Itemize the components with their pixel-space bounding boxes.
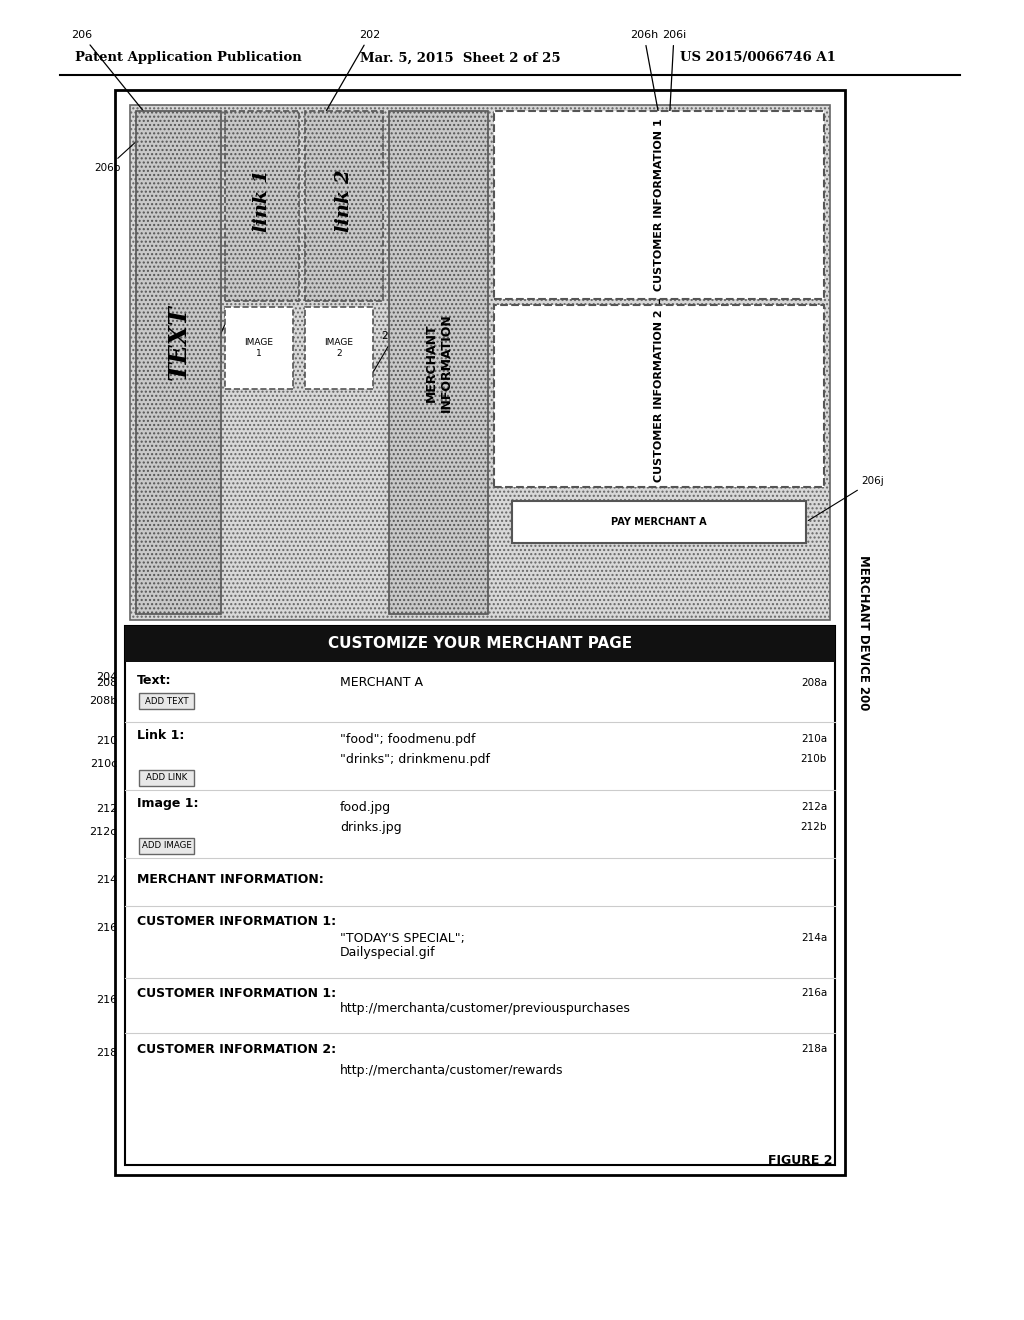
Text: CUSTOMER INFORMATION 1:: CUSTOMER INFORMATION 1: (137, 915, 336, 928)
Text: CUSTOMIZE YOUR MERCHANT PAGE: CUSTOMIZE YOUR MERCHANT PAGE (328, 636, 632, 652)
Text: 204: 204 (96, 672, 117, 682)
Text: 216: 216 (96, 923, 117, 933)
Text: 212a: 212a (801, 803, 827, 812)
Text: CUSTOMER INFORMATION 2: CUSTOMER INFORMATION 2 (654, 310, 664, 482)
Text: http://merchanta/customer/rewards: http://merchanta/customer/rewards (340, 1064, 563, 1077)
Bar (389, 111, 488, 614)
Bar (125, 626, 835, 663)
Text: 218: 218 (96, 1048, 117, 1059)
Text: MERCHANT INFORMATION:: MERCHANT INFORMATION: (137, 873, 324, 886)
Text: PAY MERCHANT A: PAY MERCHANT A (611, 517, 707, 527)
Text: 214a: 214a (801, 933, 827, 944)
Text: 206f: 206f (307, 131, 329, 141)
Text: ADD TEXT: ADD TEXT (144, 697, 188, 706)
Text: MERCHANT A: MERCHANT A (340, 676, 423, 689)
Text: 206g: 206g (386, 161, 411, 172)
Text: MERCHANT
INFORMATION: MERCHANT INFORMATION (425, 313, 453, 412)
Bar (512, 502, 806, 543)
Text: FIGURE 2: FIGURE 2 (768, 1154, 833, 1167)
Text: 212c: 212c (90, 828, 117, 837)
Text: Image 1:: Image 1: (137, 797, 199, 810)
Text: MERCHANT DEVICE 200: MERCHANT DEVICE 200 (857, 554, 870, 710)
Bar (115, 90, 845, 1175)
Text: 206d: 206d (370, 331, 408, 379)
Bar (225, 111, 299, 301)
Text: Link 1:: Link 1: (137, 729, 184, 742)
Text: CUSTOMER INFORMATION 2:: CUSTOMER INFORMATION 2: (137, 1043, 336, 1056)
Text: 206c: 206c (197, 318, 228, 364)
Text: 212: 212 (96, 804, 117, 814)
Text: 208b: 208b (89, 696, 117, 706)
Text: "food"; foodmenu.pdf: "food"; foodmenu.pdf (340, 733, 475, 746)
Text: 210a: 210a (801, 734, 827, 744)
Text: food.jpg: food.jpg (340, 800, 391, 813)
Text: IMAGE
2: IMAGE 2 (325, 338, 353, 358)
Text: 212b: 212b (801, 822, 827, 833)
Text: 206j: 206j (808, 477, 884, 520)
Text: 218a: 218a (801, 1044, 827, 1055)
Text: 206: 206 (72, 30, 143, 111)
Text: http://merchanta/customer/previouspurchases: http://merchanta/customer/previouspurcha… (340, 1002, 631, 1015)
Text: 210b: 210b (801, 755, 827, 764)
Text: 206e: 206e (227, 131, 252, 141)
Text: 206a: 206a (141, 128, 166, 139)
Text: 216: 216 (96, 995, 117, 1005)
Text: 206h: 206h (630, 30, 658, 114)
Text: Patent Application Publication: Patent Application Publication (75, 51, 302, 65)
Text: 206i: 206i (659, 30, 686, 308)
Text: 210c: 210c (90, 759, 117, 770)
Bar (139, 770, 194, 785)
Bar (225, 308, 293, 389)
Bar (125, 626, 835, 1166)
Bar (494, 305, 824, 487)
Text: Mar. 5, 2015  Sheet 2 of 25: Mar. 5, 2015 Sheet 2 of 25 (360, 51, 560, 65)
Text: 214: 214 (96, 875, 117, 884)
Text: 210: 210 (96, 737, 117, 746)
Text: CUSTOMER INFORMATION 1: CUSTOMER INFORMATION 1 (654, 119, 664, 292)
Text: 216a: 216a (801, 989, 827, 998)
Text: 202: 202 (327, 30, 381, 111)
Text: CUSTOMER INFORMATION 1:: CUSTOMER INFORMATION 1: (137, 987, 336, 1001)
Text: "drinks"; drinkmenu.pdf: "drinks"; drinkmenu.pdf (340, 752, 490, 766)
Text: 208: 208 (96, 678, 117, 688)
Text: TEXT: TEXT (167, 305, 190, 380)
Text: Text:: Text: (137, 673, 171, 686)
Bar (494, 111, 824, 300)
Text: 208a: 208a (801, 678, 827, 688)
Text: "TODAY'S SPECIAL";: "TODAY'S SPECIAL"; (340, 932, 465, 945)
Text: drinks.jpg: drinks.jpg (340, 821, 401, 834)
Bar (305, 111, 383, 301)
Text: ADD IMAGE: ADD IMAGE (141, 841, 191, 850)
Text: Dailyspecial.gif: Dailyspecial.gif (340, 946, 435, 960)
Text: link 1: link 1 (253, 170, 271, 232)
Bar (139, 693, 194, 709)
Bar (305, 308, 373, 389)
Text: US 2015/0066746 A1: US 2015/0066746 A1 (680, 51, 836, 65)
Bar (130, 106, 830, 620)
Text: IMAGE
1: IMAGE 1 (245, 338, 273, 358)
Text: ADD LINK: ADD LINK (145, 774, 187, 781)
Bar (139, 838, 194, 854)
Text: 206b: 206b (94, 141, 137, 173)
Bar (136, 111, 221, 614)
Text: link 2: link 2 (335, 170, 353, 232)
